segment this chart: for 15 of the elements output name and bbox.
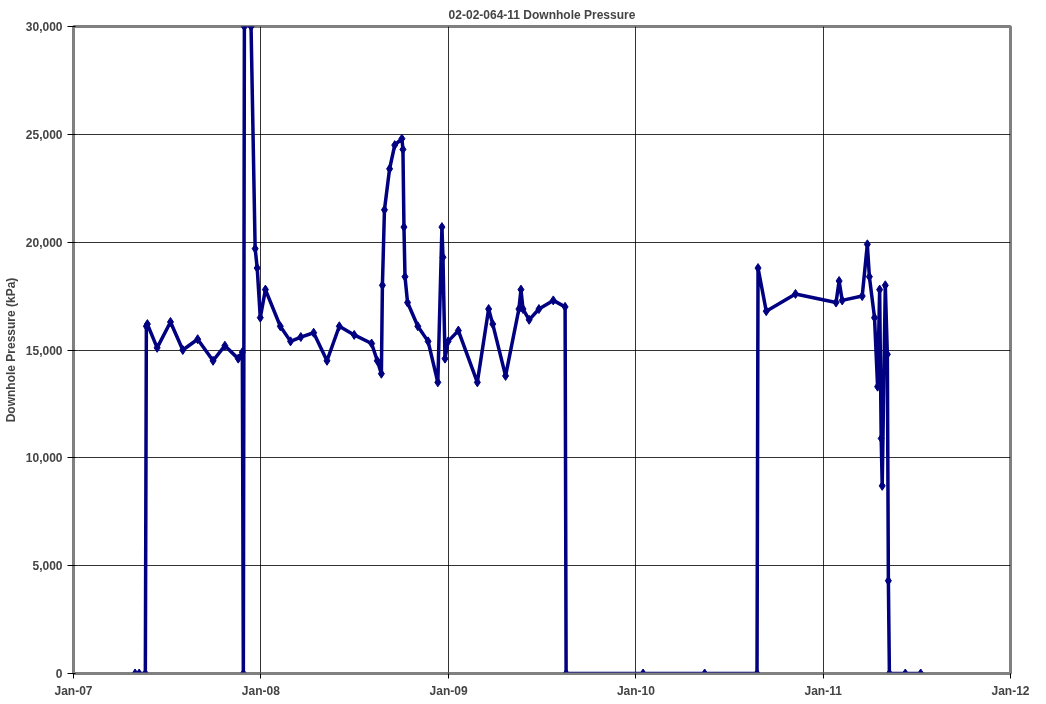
- y-axis-title: Downhole Pressure (kPa): [3, 277, 18, 423]
- x-tick-label: Jan-07: [54, 683, 93, 698]
- y-tick-label: 15,000: [25, 343, 63, 358]
- y-tick-label: 20,000: [25, 235, 63, 250]
- chart-title: 02-02-064-11 Downhole Pressure: [448, 7, 636, 22]
- y-tick-label: 5,000: [32, 559, 63, 574]
- y-tick-label: 0: [55, 667, 63, 681]
- x-tick-label: Jan-09: [429, 683, 468, 698]
- x-tick-label: Jan-11: [804, 683, 843, 698]
- y-tick-label: 10,000: [25, 451, 63, 466]
- x-tick-label: Jan-10: [616, 683, 656, 698]
- x-tick-label: Jan-08: [241, 683, 281, 698]
- y-tick-label: 25,000: [25, 127, 63, 142]
- x-tick-label: Jan-12: [991, 683, 1030, 698]
- y-tick-label: 30,000: [25, 20, 63, 34]
